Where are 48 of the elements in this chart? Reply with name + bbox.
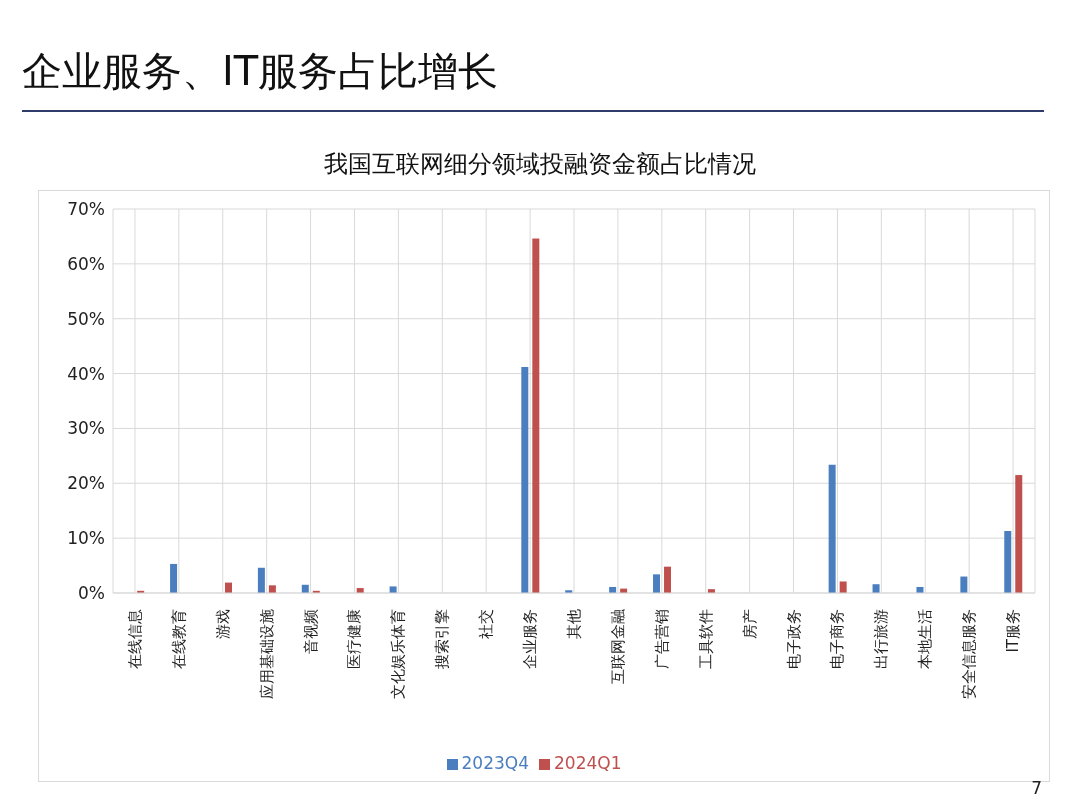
x-tick-label: 房产 [740,609,759,639]
x-tick-label: 安全信息服务 [960,609,979,699]
y-tick-label: 50% [67,308,105,329]
chart-subtitle: 我国互联网细分领域投融资金额占比情况 [323,149,757,180]
bar [1004,531,1012,593]
bar [389,586,397,593]
x-tick-label: 医疗健康 [345,609,364,669]
bar [1015,475,1023,593]
x-tick-label: 电子商务 [828,609,847,669]
x-tick-label: 本地生活 [916,609,935,669]
y-tick-label: 30% [67,418,105,439]
x-tick-label: 在线教育 [169,609,188,669]
bar [532,238,540,593]
x-tick-label: 游戏 [213,609,232,639]
x-tick-label: 社交 [477,609,496,639]
bar [257,567,265,593]
y-tick-label: 70% [67,199,105,220]
legend-label: 2024Q1 [554,753,622,773]
y-tick-label: 10% [67,528,105,549]
bar [839,581,847,593]
bar [653,574,661,593]
y-tick-label: 20% [67,473,105,494]
legend-label: 2023Q4 [461,753,529,773]
x-tick-label: IT服务 [1004,609,1023,653]
bar [170,563,178,593]
y-tick-label: 0% [78,583,105,604]
x-tick-label: 广告营销 [652,609,671,669]
bar [828,464,836,593]
x-tick-label: 在线信息 [125,609,144,669]
bar [960,576,968,593]
x-tick-label: 电子政务 [784,609,803,669]
chart-title: 企业服务、IT服务占比增长 [22,47,499,96]
x-tick-label: 应用基础设施 [257,609,276,699]
bar [664,566,672,593]
text: 7 [1031,778,1042,798]
x-tick-label: 工具软件 [696,609,715,669]
y-tick-label: 60% [67,253,105,274]
bar [872,584,880,593]
x-tick-label: 互联网金融 [608,609,627,684]
x-tick-label: 搜索引擎 [433,609,452,669]
x-tick-label: 企业服务 [521,609,540,669]
bar [268,585,276,593]
bar [521,366,529,593]
x-tick-label: 文化娱乐体育 [389,609,408,699]
x-tick-label: 其他 [565,609,583,639]
x-tick-label: 出行旅游 [872,609,891,669]
y-tick-label: 40% [67,363,105,384]
x-tick-label: 音视频 [301,609,320,654]
